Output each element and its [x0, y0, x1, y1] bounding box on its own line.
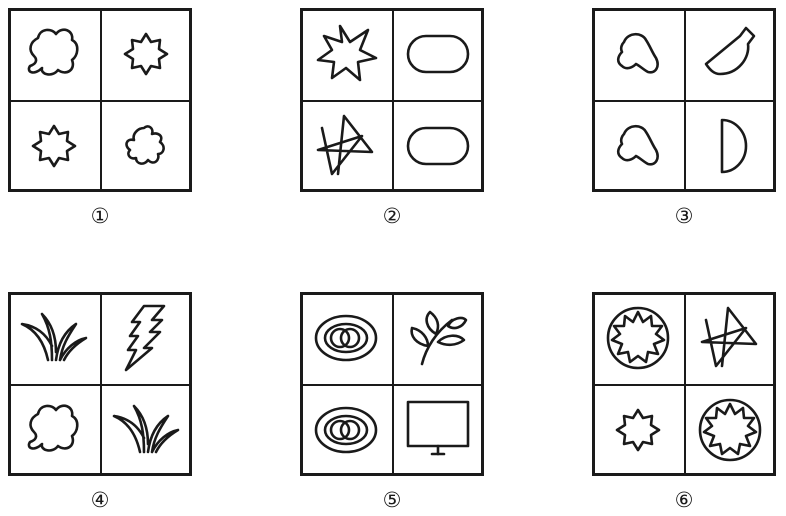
blob-shape-icon [8, 384, 100, 476]
concentric-rings-icon [300, 292, 392, 384]
panel-grid [300, 8, 484, 192]
grass-icon [8, 292, 100, 384]
panel-grid [592, 292, 776, 476]
rounded-rectangle-icon [392, 100, 484, 192]
seven-point-star-icon [592, 384, 684, 476]
sun-wheel-icon [684, 384, 776, 476]
grid-divider [595, 100, 773, 102]
irregular-star-icon [300, 8, 392, 100]
panel-label: ③ [674, 204, 694, 228]
panel-3: ③ [592, 8, 776, 232]
grid-divider [303, 100, 481, 102]
grass-icon [100, 384, 192, 476]
panel-4: ④ [8, 292, 192, 516]
grid-divider [11, 384, 189, 386]
panel-label: ① [90, 204, 110, 228]
sun-wheel-icon [592, 292, 684, 384]
panel-label: ⑥ [674, 488, 694, 512]
lightning-icon [100, 292, 192, 384]
grid-divider [303, 384, 481, 386]
five-lobe-shape-icon [100, 100, 192, 192]
panel-1: ① [8, 8, 192, 232]
blob-shape-icon [8, 8, 100, 100]
panel-grid [8, 292, 192, 476]
panel-5: ⑤ [300, 292, 484, 516]
panel-6: ⑥ [592, 292, 776, 516]
panel-label: ② [382, 204, 402, 228]
seven-point-star-icon [100, 8, 192, 100]
monitor-icon [392, 384, 484, 476]
panel-grid [300, 292, 484, 476]
panel-grid [8, 8, 192, 192]
panel-label: ④ [90, 488, 110, 512]
leaf-sprig-icon [392, 292, 484, 384]
concentric-rings-icon [300, 384, 392, 476]
crossed-star-icon [300, 100, 392, 192]
seven-point-star-icon [8, 100, 100, 192]
grid-divider [11, 100, 189, 102]
half-circle-icon [684, 100, 776, 192]
rounded-rectangle-icon [392, 8, 484, 100]
crossed-star-icon [684, 292, 776, 384]
panel-2: ② [300, 8, 484, 232]
grid-divider [595, 384, 773, 386]
panel-label: ⑤ [382, 488, 402, 512]
peanut-shape-icon [592, 8, 684, 100]
bowl-shape-icon [684, 8, 776, 100]
peanut-shape-icon [592, 100, 684, 192]
panel-grid [592, 8, 776, 192]
